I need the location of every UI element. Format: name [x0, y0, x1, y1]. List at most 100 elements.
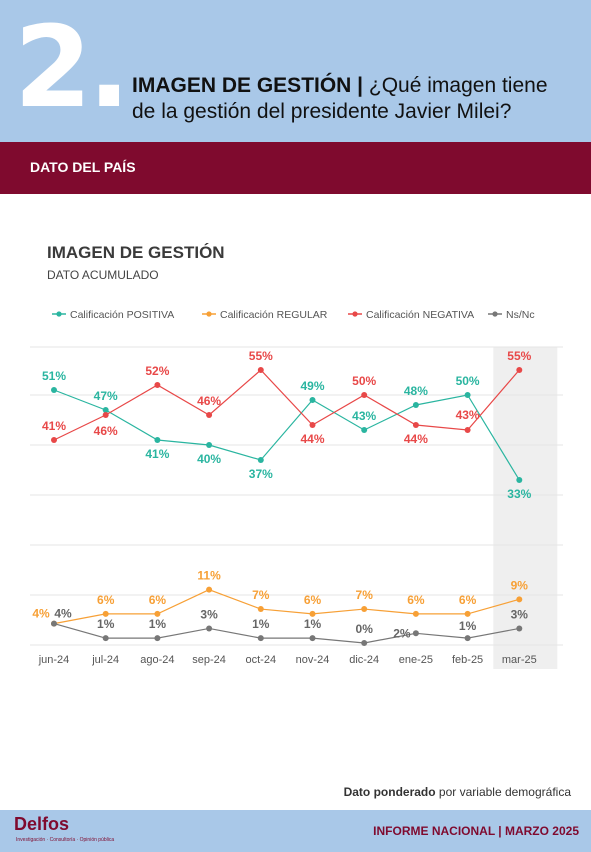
data-point [154, 437, 161, 443]
data-point [516, 625, 523, 632]
legend-swatch-dot [492, 311, 498, 317]
data-point [154, 382, 161, 388]
data-point [464, 427, 471, 433]
data-label: 1% [149, 617, 167, 631]
x-tick-label: sep-24 [192, 654, 226, 666]
data-label: 6% [459, 593, 477, 607]
data-label: 1% [252, 617, 270, 631]
data-point [412, 630, 419, 637]
data-label: 4% [54, 607, 72, 621]
legend-swatch-dot [56, 311, 62, 317]
x-tick-label: ago-24 [140, 654, 174, 666]
data-point [309, 635, 316, 642]
data-label: 49% [300, 379, 324, 393]
data-point [516, 596, 523, 603]
data-point [361, 392, 368, 398]
data-point [51, 620, 57, 627]
data-point [102, 635, 109, 642]
data-point [516, 477, 523, 483]
data-label: 1% [304, 617, 322, 631]
legend-swatch-dot [206, 311, 212, 317]
x-tick-label: ene-25 [399, 654, 433, 666]
series-line [53, 389, 520, 481]
data-point [361, 427, 368, 433]
x-tick-label: oct-24 [246, 654, 277, 666]
data-point [154, 635, 161, 642]
legend-label: Calificación POSITIVA [70, 309, 174, 321]
data-label: 1% [459, 619, 477, 633]
data-label: 6% [97, 593, 115, 607]
data-label: 37% [249, 467, 273, 481]
data-point [102, 610, 109, 617]
chart-subtitle: DATO ACUMULADO [47, 268, 159, 282]
data-label: 6% [149, 593, 167, 607]
data-point [464, 635, 471, 642]
data-point [257, 635, 264, 642]
data-label: 3% [200, 607, 218, 621]
data-label: 11% [197, 569, 221, 583]
data-point [206, 412, 213, 418]
logo-tagline: Investigación · Consultoría · Opinión pú… [16, 837, 115, 843]
data-point [154, 610, 161, 617]
x-tick-label: dic-24 [349, 654, 379, 666]
data-point [412, 610, 419, 617]
data-label: 52% [145, 364, 169, 378]
data-point [51, 387, 57, 393]
data-point [206, 442, 213, 448]
data-point [412, 402, 419, 408]
data-label: 6% [304, 593, 322, 607]
legend-label: Calificación NEGATIVA [366, 309, 474, 321]
data-point [257, 367, 264, 373]
data-label: 43% [352, 409, 376, 423]
data-label: 6% [407, 593, 425, 607]
legend-label: Ns/Nc [506, 309, 535, 321]
series-line [53, 588, 520, 625]
data-label: 46% [197, 394, 221, 408]
data-label: 44% [404, 432, 428, 446]
data-label: 44% [300, 432, 324, 446]
series-line [53, 623, 520, 644]
header-band [0, 0, 591, 142]
data-label: 50% [352, 374, 376, 388]
data-point [102, 407, 109, 413]
page-title: IMAGEN DE GESTIÓN | ¿Qué imagen tiene [132, 74, 548, 98]
data-point [309, 422, 316, 428]
data-point [309, 610, 316, 617]
data-point [257, 606, 264, 613]
data-label: 2% [393, 626, 411, 640]
data-point [412, 422, 419, 428]
footnote-bold: Dato ponderado [343, 785, 436, 799]
data-point [516, 367, 523, 373]
data-label: 41% [42, 419, 66, 433]
data-point [102, 412, 109, 418]
data-point [361, 606, 368, 613]
data-label: 43% [456, 408, 480, 422]
data-point [257, 457, 264, 463]
data-point [206, 586, 213, 593]
chart-title: IMAGEN DE GESTIÓN [47, 243, 225, 262]
data-point [464, 610, 471, 617]
footnote: Dato ponderado por variable demográfica [344, 785, 571, 799]
data-label: 4% [32, 607, 50, 621]
data-label: 47% [94, 389, 118, 403]
x-tick-label: feb-25 [452, 654, 483, 666]
section-label: DATO DEL PAÍS [30, 159, 136, 175]
data-point [309, 397, 316, 403]
delfos-logo: Delfos [14, 814, 70, 834]
legend-label: Calificación REGULAR [220, 309, 328, 321]
data-label: 40% [197, 452, 221, 466]
page-title-bold: IMAGEN DE GESTIÓN | [132, 74, 364, 97]
line-chart: Calificación POSITIVA Calificación REGULA… [30, 309, 563, 669]
data-label: 48% [404, 384, 428, 398]
x-tick-label: jun-24 [38, 654, 70, 666]
section-number: 2. [14, 3, 131, 133]
data-label: 3% [511, 607, 529, 621]
footnote-rest: por variable demográfica [435, 785, 571, 799]
data-label: 41% [145, 447, 169, 461]
report-label: INFORME NACIONAL | MARZO 2025 [373, 824, 579, 838]
data-point [51, 437, 57, 443]
data-label: 0% [356, 622, 374, 636]
data-label: 7% [356, 588, 374, 602]
section-band [0, 142, 591, 194]
data-label: 51% [42, 369, 66, 383]
